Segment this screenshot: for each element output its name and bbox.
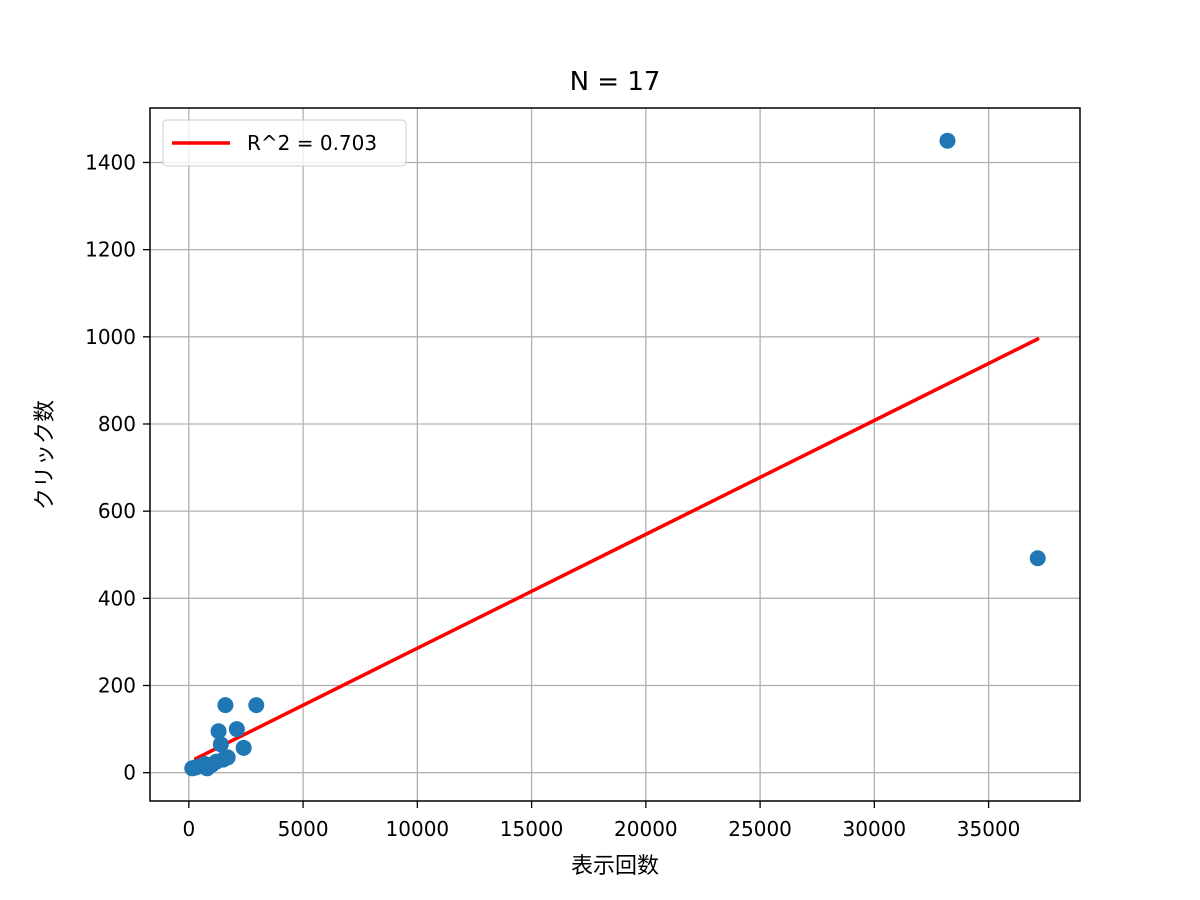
scatter-point bbox=[939, 132, 956, 149]
y-tick-label: 800 bbox=[98, 412, 136, 436]
scatter-point bbox=[208, 753, 225, 770]
grid bbox=[150, 108, 1080, 801]
x-axis-label: 表示回数 bbox=[571, 854, 659, 879]
scatter-point bbox=[1029, 550, 1046, 567]
scatter-point bbox=[228, 721, 245, 738]
y-tick-label: 1400 bbox=[85, 150, 136, 174]
legend-box bbox=[162, 119, 407, 167]
y-axis: 0 200 400 600 800 1000 1200 1400 bbox=[85, 150, 150, 785]
scatter-point bbox=[212, 736, 229, 753]
y-axis-label: クリック数 bbox=[33, 400, 58, 510]
x-tick-label: 15000 bbox=[500, 817, 564, 841]
y-tick-label: 600 bbox=[98, 499, 136, 523]
x-tick-label: 0 bbox=[182, 817, 195, 841]
y-tick-label: 1000 bbox=[85, 325, 136, 349]
x-tick-label: 35000 bbox=[957, 817, 1021, 841]
x-axis: 0 5000 10000 15000 20000 25000 30000 35000 bbox=[182, 801, 1020, 841]
x-tick-label: 30000 bbox=[843, 817, 907, 841]
y-tick-label: 400 bbox=[98, 586, 136, 610]
y-tick-label: 0 bbox=[123, 761, 136, 785]
legend-label: R^2 = 0.703 bbox=[247, 131, 377, 155]
legend: R^2 = 0.703 bbox=[162, 119, 407, 167]
scatter-points bbox=[184, 132, 1046, 777]
plot-frame bbox=[149, 107, 1081, 802]
y-tick-label: 200 bbox=[98, 674, 136, 698]
scatter-point bbox=[248, 697, 265, 714]
chart-title: N = 17 bbox=[570, 67, 661, 97]
y-tick-label: 1200 bbox=[85, 238, 136, 262]
fit-line bbox=[193, 337, 1040, 761]
fit-line-layer bbox=[193, 337, 1040, 761]
scatter-point bbox=[235, 739, 252, 756]
scatter-point bbox=[217, 697, 234, 714]
scatter-point bbox=[210, 723, 227, 740]
x-tick-label: 10000 bbox=[386, 817, 450, 841]
x-tick-label: 25000 bbox=[728, 817, 792, 841]
x-tick-label: 20000 bbox=[614, 817, 678, 841]
x-tick-label: 5000 bbox=[278, 817, 329, 841]
